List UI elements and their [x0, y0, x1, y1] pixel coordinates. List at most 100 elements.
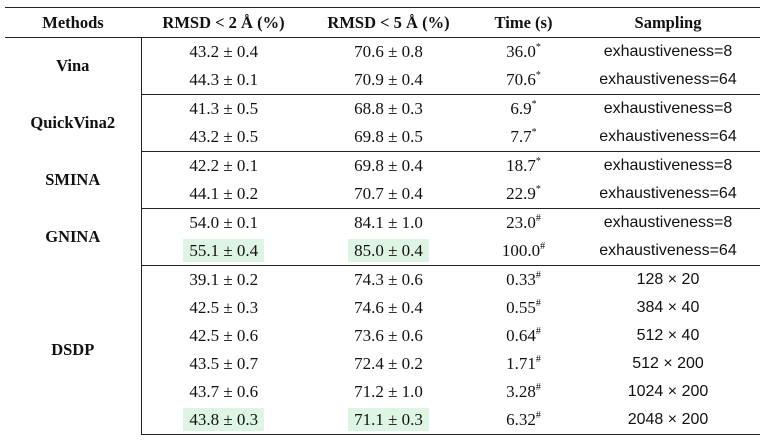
- sampling-value: exhaustiveness=8: [603, 100, 733, 117]
- time-value: 36.0*: [506, 42, 541, 61]
- method-name: QuickVina2: [5, 94, 142, 152]
- sampling-value: exhaustiveness=64: [576, 66, 760, 95]
- header-row: Methods RMSD < 2 Å (%) RMSD < 5 Å (%) Ti…: [5, 7, 760, 38]
- method-name: DSDP: [5, 265, 142, 435]
- method-name: Vina: [5, 37, 142, 95]
- sampling-value: 2048 × 200: [576, 406, 760, 435]
- rmsd-2-value-highlight: 55.1 ± 0.4: [183, 239, 265, 262]
- table-row: 42.5 ± 0.3 74.6 ± 0.4 0.55# 384 × 40: [5, 294, 760, 322]
- time-value: 22.9*: [471, 180, 576, 209]
- time-mark: #: [535, 270, 541, 281]
- rmsd-2-value: 42.2 ± 0.1: [189, 156, 259, 175]
- time-mark: #: [535, 213, 541, 224]
- rmsd-2-value: 55.1 ± 0.4: [141, 237, 306, 266]
- rmsd-5-value: 70.6 ± 0.8: [354, 42, 423, 61]
- rmsd-5-value: 69.8 ± 0.4: [354, 156, 423, 175]
- rmsd-2-value: 41.3 ± 0.5: [189, 99, 259, 118]
- rmsd-2-value: 42.5 ± 0.3: [189, 298, 259, 317]
- table-row: 55.1 ± 0.4 85.0 ± 0.4 100.0# exhaustiveness…: [5, 237, 760, 266]
- time-mark: *: [535, 156, 541, 167]
- header-methods: Methods: [5, 7, 141, 38]
- table-row: GNINA 54.0 ± 0.1 84.1 ± 1.0 23.0# exhaustive…: [5, 208, 760, 266]
- table-body: Vina 43.2 ± 0.4 70.6 ± 0.8 36.0* exhaustiven…: [5, 37, 760, 435]
- time-value: 7.7*: [471, 123, 576, 152]
- sampling-value: exhaustiveness=8: [603, 214, 733, 231]
- rmsd-5-value: 69.8 ± 0.5: [306, 123, 471, 152]
- table-row: DSDP 39.1 ± 0.2 74.3 ± 0.6 0.33# 128 × 20: [5, 265, 760, 435]
- sampling-value: 1024 × 200: [627, 383, 709, 400]
- rmsd-2-value-highlight: 43.8 ± 0.3: [183, 408, 265, 431]
- time-value: 6.32#: [471, 406, 576, 435]
- method-name: GNINA: [5, 208, 142, 266]
- time-mark: *: [535, 184, 541, 195]
- time-mark: *: [531, 127, 537, 138]
- sampling-value: exhaustiveness=64: [576, 237, 760, 266]
- time-mark: *: [535, 42, 541, 53]
- rmsd-5-value: 74.3 ± 0.6: [354, 270, 423, 289]
- table-row: Vina 43.2 ± 0.4 70.6 ± 0.8 36.0* exhaustiven…: [5, 37, 760, 95]
- header-rmsd-2: RMSD < 2 Å (%): [141, 7, 306, 38]
- table-row: 43.7 ± 0.6 71.2 ± 1.0 3.28# 1024 × 200: [5, 378, 760, 406]
- sampling-value: exhaustiveness=8: [603, 157, 733, 174]
- table-row: SMINA 42.2 ± 0.1 69.8 ± 0.4 18.7* exhaustive…: [5, 151, 760, 209]
- time-value: 70.6*: [471, 66, 576, 95]
- time-value: 0.55#: [506, 298, 541, 317]
- rmsd-5-value-highlight: 85.0 ± 0.4: [348, 239, 429, 262]
- table-row: QuickVina2 41.3 ± 0.5 68.8 ± 0.3 6.9* exhaus…: [5, 94, 760, 152]
- sampling-value: 512 × 40: [636, 327, 700, 344]
- rmsd-5-value: 71.2 ± 1.0: [354, 382, 423, 401]
- rmsd-5-value: 70.9 ± 0.4: [306, 66, 471, 95]
- table-row: 43.8 ± 0.3 71.1 ± 0.3 6.32# 2048 × 200: [5, 406, 760, 435]
- rmsd-2-value: 43.8 ± 0.3: [141, 406, 306, 435]
- rmsd-2-value: 43.2 ± 0.5: [141, 123, 306, 152]
- rmsd-2-value: 39.1 ± 0.2: [189, 270, 259, 289]
- time-mark: #: [535, 326, 541, 337]
- rmsd-2-value: 44.3 ± 0.1: [141, 66, 306, 95]
- time-mark: #: [535, 354, 541, 365]
- rmsd-2-value: 43.7 ± 0.6: [189, 382, 259, 401]
- time-value: 18.7*: [506, 156, 541, 175]
- time-value: 100.0#: [471, 237, 576, 266]
- rmsd-2-value: 44.1 ± 0.2: [141, 180, 306, 209]
- time-mark: *: [535, 70, 541, 81]
- table-row: 44.1 ± 0.2 70.7 ± 0.4 22.9* exhaustiveness=…: [5, 180, 760, 209]
- rmsd-2-value: 43.2 ± 0.4: [189, 42, 259, 61]
- table-row: 42.5 ± 0.6 73.6 ± 0.6 0.64# 512 × 40: [5, 322, 760, 350]
- rmsd-5-value: 70.7 ± 0.4: [306, 180, 471, 209]
- rmsd-2-value: 54.0 ± 0.1: [189, 213, 259, 232]
- time-mark: *: [531, 99, 537, 110]
- time-value: 6.9*: [510, 99, 537, 118]
- sampling-value: 512 × 200: [632, 355, 704, 372]
- table-row: 43.5 ± 0.7 72.4 ± 0.2 1.71# 512 × 200: [5, 350, 760, 378]
- time-mark: #: [540, 241, 546, 252]
- rmsd-5-value: 68.8 ± 0.3: [354, 99, 423, 118]
- rmsd-5-value: 73.6 ± 0.6: [354, 326, 423, 345]
- time-value: 23.0#: [506, 213, 541, 232]
- sampling-value: exhaustiveness=64: [576, 180, 760, 209]
- rmsd-5-value: 84.1 ± 1.0: [354, 213, 423, 232]
- sampling-value: exhaustiveness=8: [603, 43, 733, 60]
- table-row: 43.2 ± 0.5 69.8 ± 0.5 7.7* exhaustiveness=6…: [5, 123, 760, 152]
- docking-comparison-table: Methods RMSD < 2 Å (%) RMSD < 5 Å (%) Ti…: [5, 7, 760, 435]
- rmsd-5-value: 74.6 ± 0.4: [354, 298, 423, 317]
- time-value: 0.33#: [506, 270, 541, 289]
- rmsd-2-value: 43.5 ± 0.7: [189, 354, 259, 373]
- header-rmsd-5: RMSD < 5 Å (%): [306, 7, 471, 38]
- time-mark: #: [535, 410, 541, 421]
- rmsd-2-value: 42.5 ± 0.6: [189, 326, 259, 345]
- rmsd-5-value: 72.4 ± 0.2: [354, 354, 423, 373]
- header-time: Time (s): [471, 7, 576, 38]
- header-sampling: Sampling: [576, 7, 760, 38]
- sampling-value: 384 × 40: [636, 299, 700, 316]
- time-mark: #: [535, 298, 541, 309]
- table-row: 44.3 ± 0.1 70.9 ± 0.4 70.6* exhaustiveness=…: [5, 66, 760, 95]
- method-name: SMINA: [5, 151, 142, 209]
- rmsd-5-value: 85.0 ± 0.4: [306, 237, 471, 266]
- rmsd-5-value-highlight: 71.1 ± 0.3: [348, 408, 429, 431]
- time-value: 3.28#: [506, 382, 541, 401]
- time-value: 1.71#: [506, 354, 541, 373]
- time-mark: #: [535, 382, 541, 393]
- sampling-value: 128 × 20: [636, 271, 700, 288]
- sampling-value: exhaustiveness=64: [576, 123, 760, 152]
- time-value: 0.64#: [506, 326, 541, 345]
